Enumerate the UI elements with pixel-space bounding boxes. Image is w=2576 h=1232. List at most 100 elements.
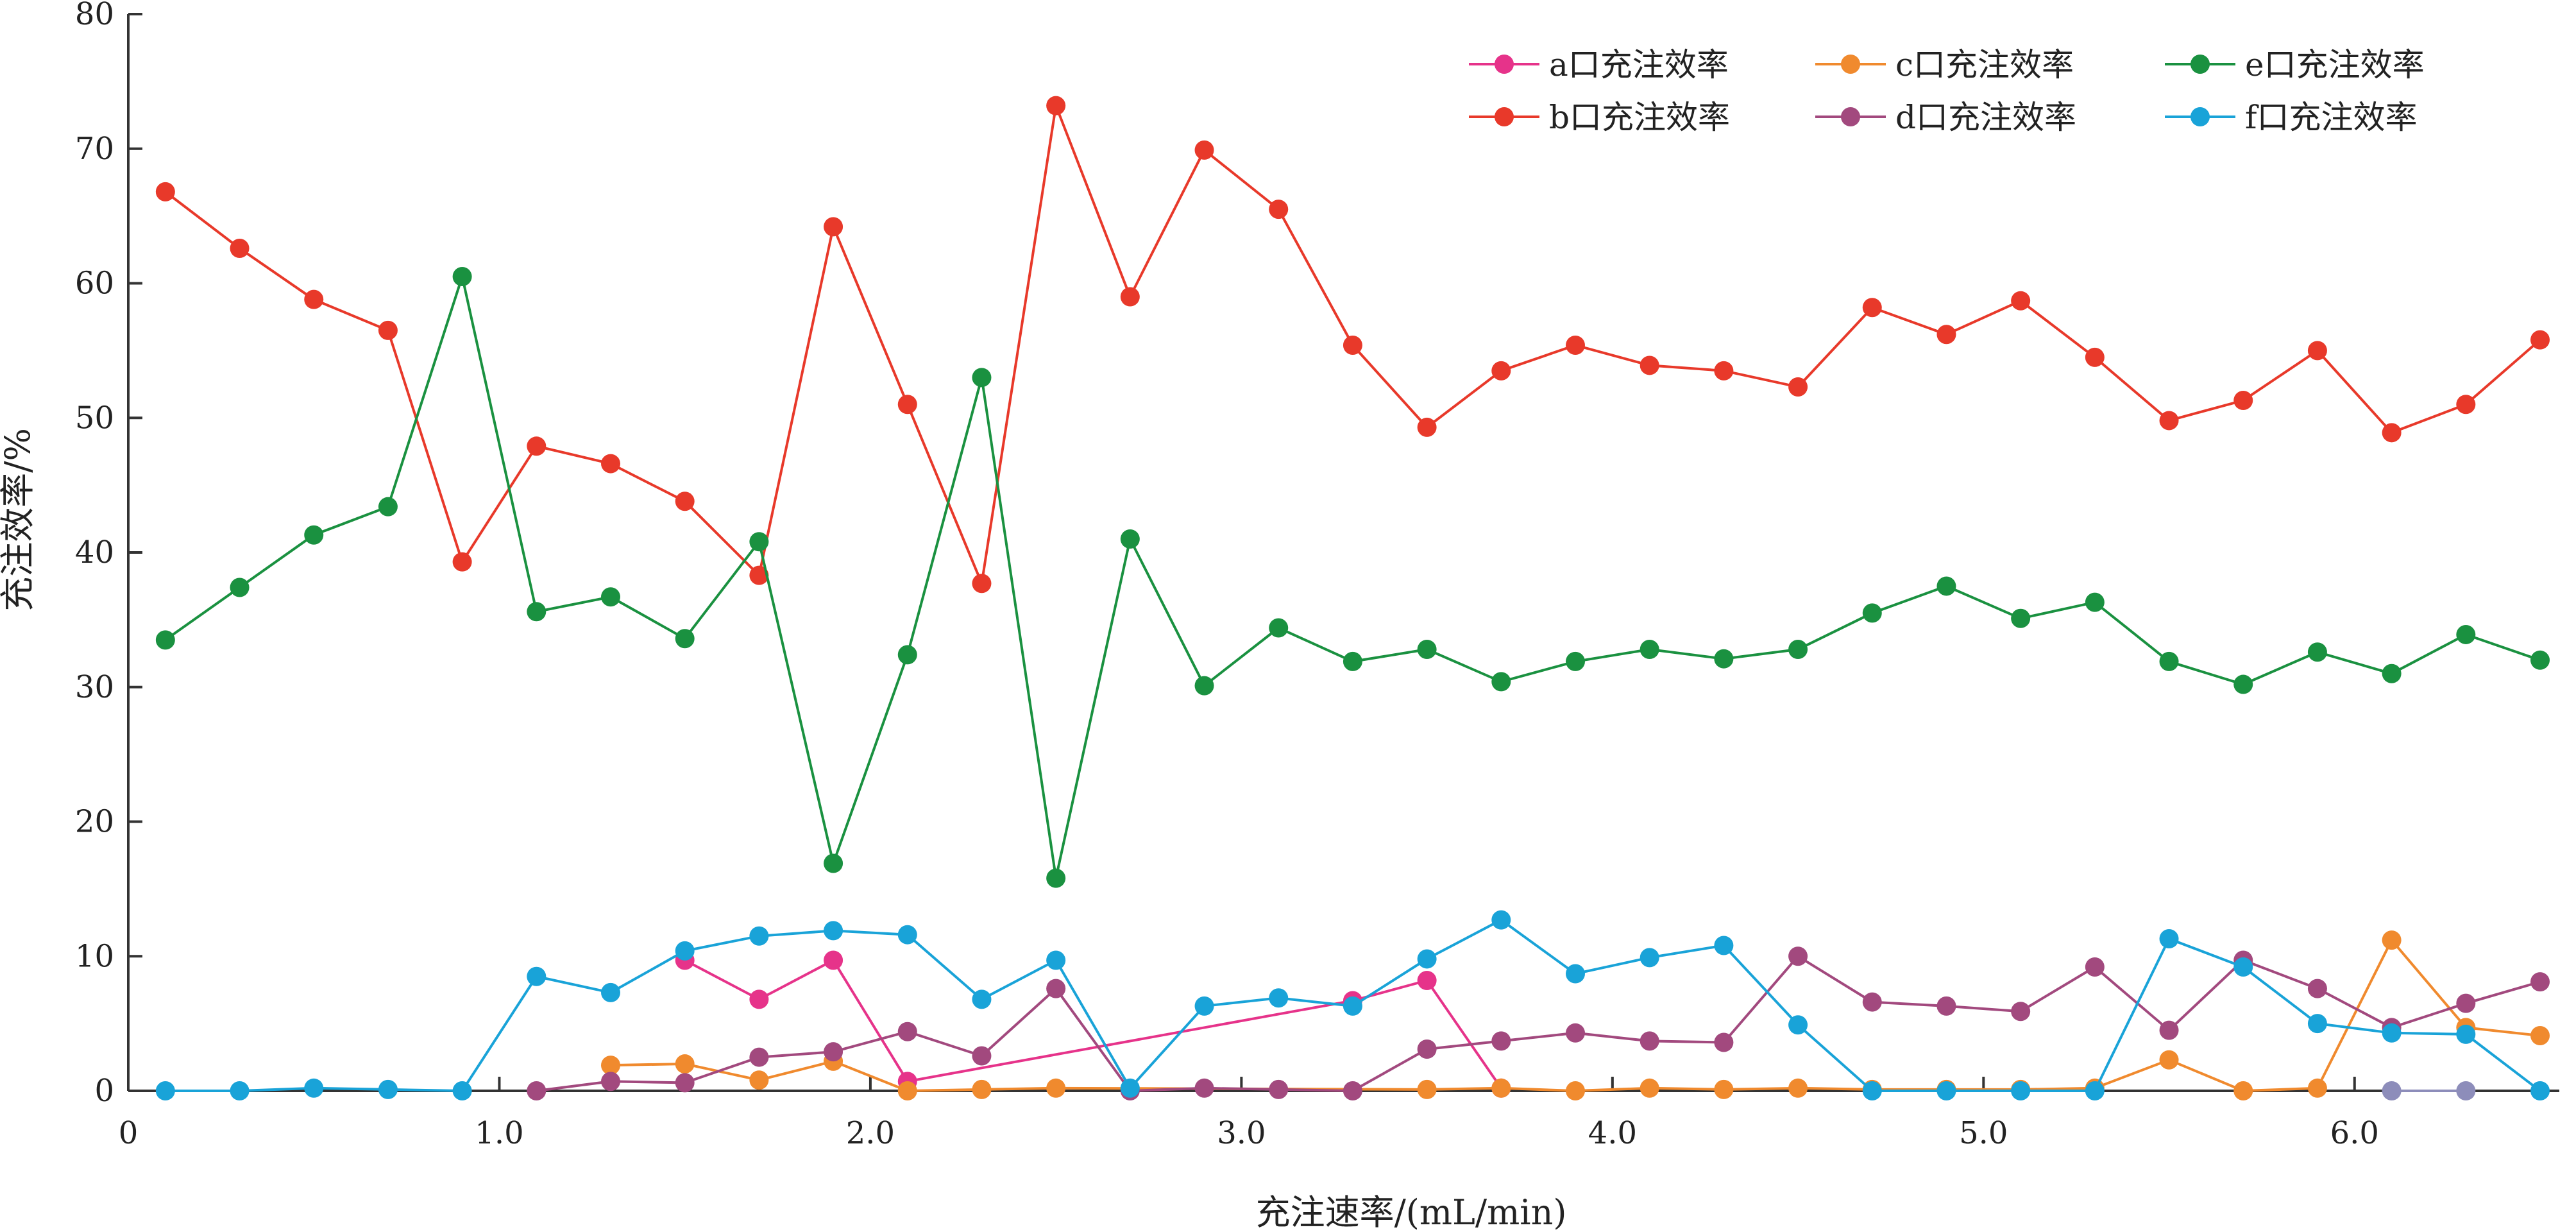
data-point (749, 1070, 769, 1090)
y-tick-label: 50 (75, 400, 114, 436)
data-point (2159, 1050, 2179, 1070)
data-point (1491, 1078, 1511, 1098)
data-point (897, 925, 917, 945)
data-point (1566, 1081, 1585, 1100)
data-point (230, 1081, 250, 1100)
data-point (897, 1022, 917, 1041)
data-point (972, 989, 992, 1009)
data-point (2011, 291, 2031, 311)
data-point (2456, 1024, 2476, 1044)
legend-item: d口充注效率 (1815, 99, 2076, 136)
data-point (1269, 1079, 1289, 1099)
data-point (1046, 868, 1066, 888)
legend-label: b口充注效率 (1549, 99, 1730, 136)
data-point (1714, 649, 1734, 669)
data-point (2456, 1081, 2476, 1100)
series-6 (2382, 1081, 2476, 1100)
data-point (824, 853, 843, 873)
data-point (378, 497, 398, 517)
data-point (972, 368, 992, 388)
data-point (2159, 1020, 2179, 1040)
x-tick-label: 3.0 (1217, 1115, 1266, 1151)
data-point (1862, 1081, 1882, 1100)
y-tick-label: 60 (75, 266, 114, 302)
data-point (230, 578, 250, 597)
data-point (1936, 996, 1956, 1016)
data-point (2530, 650, 2550, 670)
x-tick-label: 5.0 (1959, 1115, 2008, 1151)
data-point (1491, 910, 1511, 930)
data-point (1417, 1079, 1437, 1099)
legend-label: e口充注效率 (2245, 46, 2425, 83)
data-point (452, 552, 472, 572)
data-point (1640, 1078, 1659, 1098)
data-point (1714, 361, 1734, 381)
data-point (1640, 640, 1659, 660)
legend-swatch-marker (1841, 55, 1860, 74)
data-point (1936, 576, 1956, 596)
data-point (1862, 992, 1882, 1012)
data-point (2382, 423, 2402, 443)
data-point (1417, 971, 1437, 991)
data-point (378, 1079, 398, 1099)
data-point (2456, 624, 2476, 644)
series-1 (155, 96, 2550, 594)
data-point (2530, 972, 2550, 992)
data-point (2233, 1081, 2253, 1100)
data-point (601, 982, 620, 1002)
data-point (749, 1047, 769, 1067)
data-point (2011, 608, 2031, 628)
data-point (155, 630, 175, 650)
data-point (1566, 335, 1585, 355)
data-point (452, 1081, 472, 1100)
legend-swatch-marker (1495, 55, 1514, 74)
data-point (2530, 330, 2550, 350)
data-point (2233, 957, 2253, 977)
data-point (601, 587, 620, 607)
data-point (304, 1078, 324, 1098)
data-point (1046, 950, 1066, 970)
data-point (601, 1072, 620, 1091)
data-point (749, 532, 769, 552)
data-point (1714, 1032, 1734, 1052)
data-point (972, 1046, 992, 1066)
data-point (749, 565, 769, 585)
data-point (1417, 949, 1437, 969)
data-point (1194, 676, 1214, 696)
data-point (2530, 1026, 2550, 1046)
series-layer (155, 96, 2550, 1100)
legend-item: a口充注效率 (1469, 46, 1729, 83)
data-point (378, 320, 398, 340)
data-point (230, 238, 250, 258)
data-point (2159, 928, 2179, 948)
data-point (1566, 1023, 1585, 1043)
data-point (1046, 96, 1066, 116)
y-tick-label: 40 (75, 535, 114, 570)
data-point (824, 1042, 843, 1062)
data-point (2307, 1078, 2327, 1098)
x-tick-label: 4.0 (1588, 1115, 1637, 1151)
data-point (1714, 1079, 1734, 1099)
legend-label: c口充注效率 (1895, 46, 2074, 83)
data-point (749, 926, 769, 946)
legend-label: d口充注效率 (1895, 99, 2076, 136)
x-axis-title: 充注速率/(mL/min) (1256, 1192, 1567, 1232)
data-point (1194, 140, 1214, 160)
data-point (155, 182, 175, 201)
x-tick-label: 1.0 (475, 1115, 523, 1151)
data-point (2085, 592, 2105, 612)
data-point (1936, 1081, 1956, 1100)
data-point (2233, 674, 2253, 694)
data-point (2530, 1081, 2550, 1100)
data-point (1566, 651, 1585, 671)
data-point (824, 921, 843, 941)
data-point (1417, 640, 1437, 660)
legend-swatch-marker (2190, 107, 2210, 126)
data-point (2456, 993, 2476, 1013)
legend-item: b口充注效率 (1469, 99, 1730, 136)
data-point (2085, 1081, 2105, 1100)
data-point (2382, 930, 2402, 950)
data-point (2307, 979, 2327, 998)
data-point (1120, 287, 1140, 307)
